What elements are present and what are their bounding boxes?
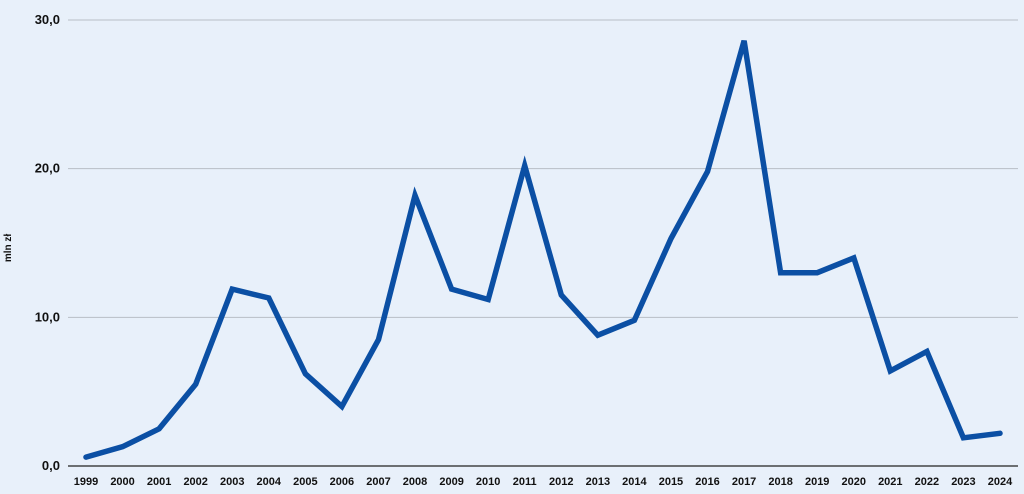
y-axis-label: mln zł (3, 234, 14, 263)
x-tick-label: 2000 (110, 476, 134, 488)
x-tick-label: 2012 (549, 476, 573, 488)
x-tick-label: 2020 (842, 476, 866, 488)
x-tick-label: 2002 (183, 476, 207, 488)
x-tick-label: 2023 (951, 476, 975, 488)
x-tick-labels: 1999 2000 2001 2002 2003 2004 2005 2006 2007 2008… (74, 476, 1013, 488)
x-tick-label: 2009 (439, 476, 463, 488)
x-tick-label: 2007 (366, 476, 390, 488)
x-tick-label: 2003 (220, 476, 244, 488)
y-tick-label: 30,0 (35, 12, 60, 27)
x-tick-label: 2017 (732, 476, 756, 488)
x-tick-label: 2004 (257, 476, 282, 488)
x-tick-label: 2005 (293, 476, 317, 488)
x-tick-label: 2011 (513, 476, 537, 488)
x-tick-label: 2018 (768, 476, 792, 488)
x-tick-label: 2015 (659, 476, 683, 488)
series-layer (83, 40, 1003, 460)
x-tick-label: 2010 (476, 476, 500, 488)
y-tick-label: 20,0 (35, 161, 60, 176)
x-tick-label: 2019 (805, 476, 829, 488)
x-tick-label: 1999 (74, 476, 98, 488)
x-tick-label: 2014 (622, 476, 647, 488)
y-tick-labels: 0,0 10,0 20,0 30,0 (35, 12, 60, 473)
x-tick-label: 2008 (403, 476, 427, 488)
x-tick-label: 2013 (586, 476, 610, 488)
x-tick-label: 2001 (147, 476, 171, 488)
x-tick-label: 2024 (988, 476, 1013, 488)
series-line (83, 40, 1003, 460)
x-tick-label: 2006 (330, 476, 354, 488)
y-tick-label: 10,0 (35, 309, 60, 324)
x-tick-label: 2022 (915, 476, 939, 488)
y-tick-label: 0,0 (42, 458, 60, 473)
x-tick-label: 2021 (878, 476, 902, 488)
x-tick-label: 2016 (695, 476, 719, 488)
gridlines (68, 19, 1018, 318)
